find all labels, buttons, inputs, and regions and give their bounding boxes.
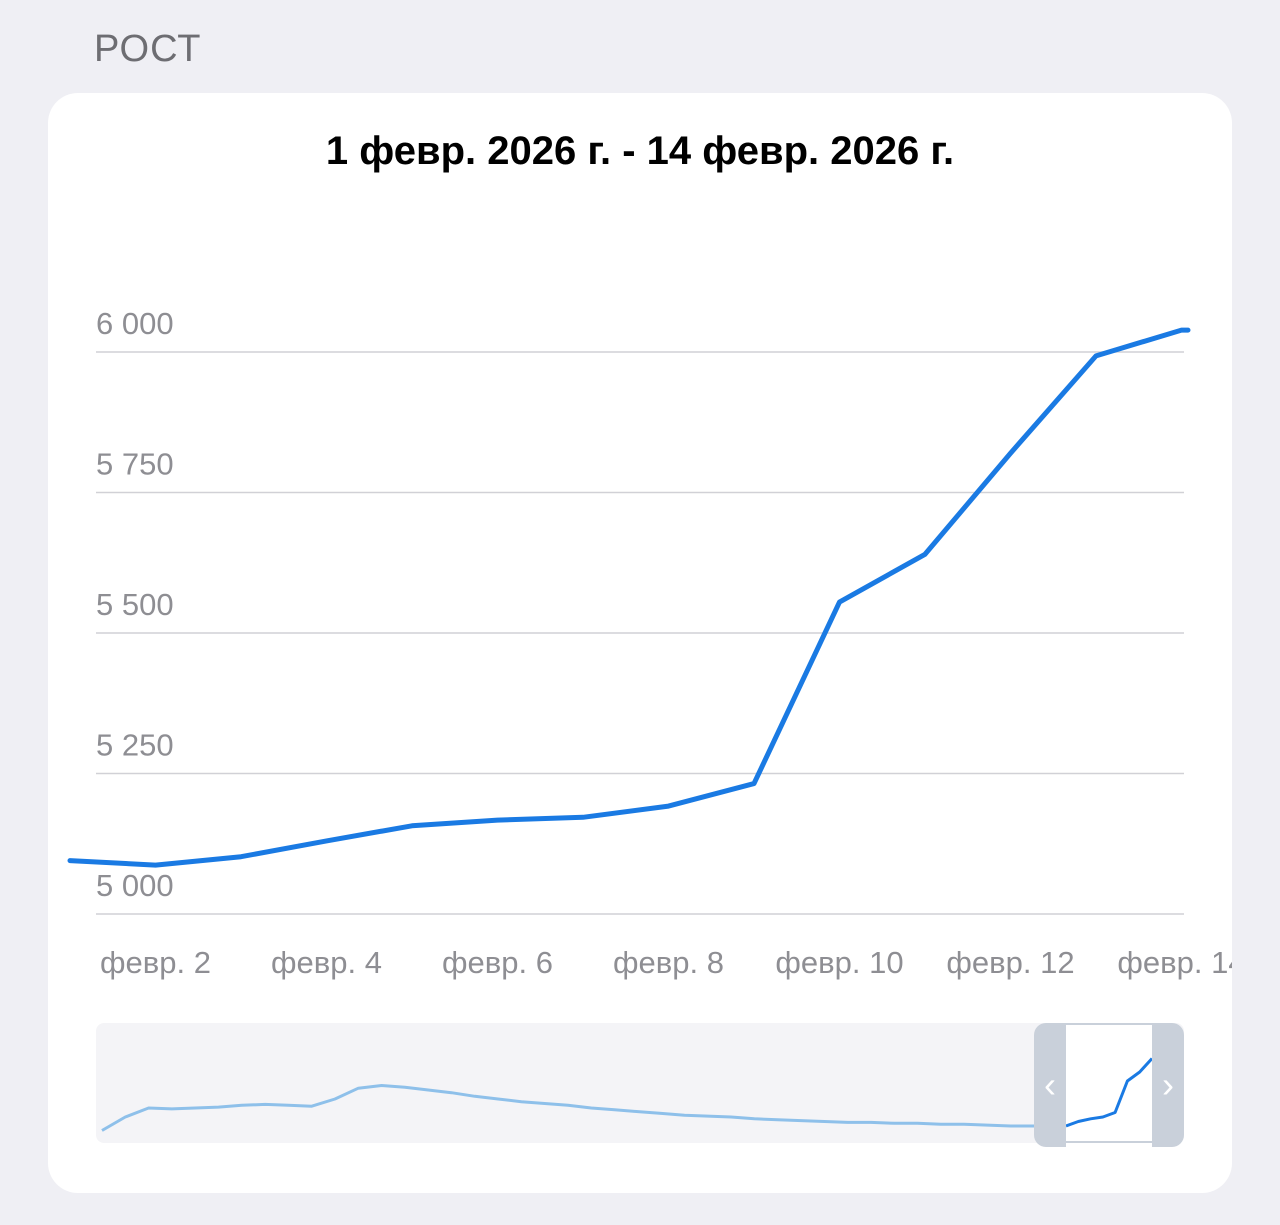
- x-tick-label: февр. 12: [946, 945, 1074, 980]
- y-tick-label: 5 000: [96, 868, 174, 903]
- section-label: РОСТ: [94, 28, 202, 70]
- chevron-left-icon[interactable]: ‹: [1034, 1023, 1066, 1147]
- overview-scrubber[interactable]: ‹ ›: [96, 1023, 1184, 1147]
- chart-card: 1 февр. 2026 г. - 14 февр. 2026 г. 6 000…: [48, 93, 1232, 1193]
- overview-series-line: [101, 1084, 1034, 1132]
- y-tick-label: 5 500: [96, 587, 174, 622]
- x-tick-label: февр. 2: [100, 945, 211, 980]
- x-tick-label: февр. 8: [613, 945, 724, 980]
- line-chart: 6 000 5 750 5 500 5 250 5 000 февр. 2 февр. 4 ф…: [67, 306, 1232, 980]
- x-tick-label: февр. 14: [1117, 945, 1232, 980]
- y-tick-label: 6 000: [96, 306, 174, 341]
- x-tick-label: февр. 6: [442, 945, 553, 980]
- overview-line: [101, 1084, 1034, 1132]
- chart-title: 1 февр. 2026 г. - 14 февр. 2026 г.: [325, 129, 955, 173]
- overview-window-frame: [1066, 1023, 1152, 1143]
- overview-window-line: [1066, 1057, 1152, 1128]
- y-tick-label: 5 750: [96, 447, 174, 482]
- chevron-right-icon[interactable]: ›: [1152, 1023, 1184, 1147]
- y-tick-label: 5 250: [96, 728, 174, 763]
- series-line: [67, 327, 1191, 868]
- overview-window[interactable]: ‹ ›: [1034, 1023, 1184, 1147]
- x-tick-label: февр. 4: [271, 945, 382, 980]
- x-tick-label: февр. 10: [775, 945, 903, 980]
